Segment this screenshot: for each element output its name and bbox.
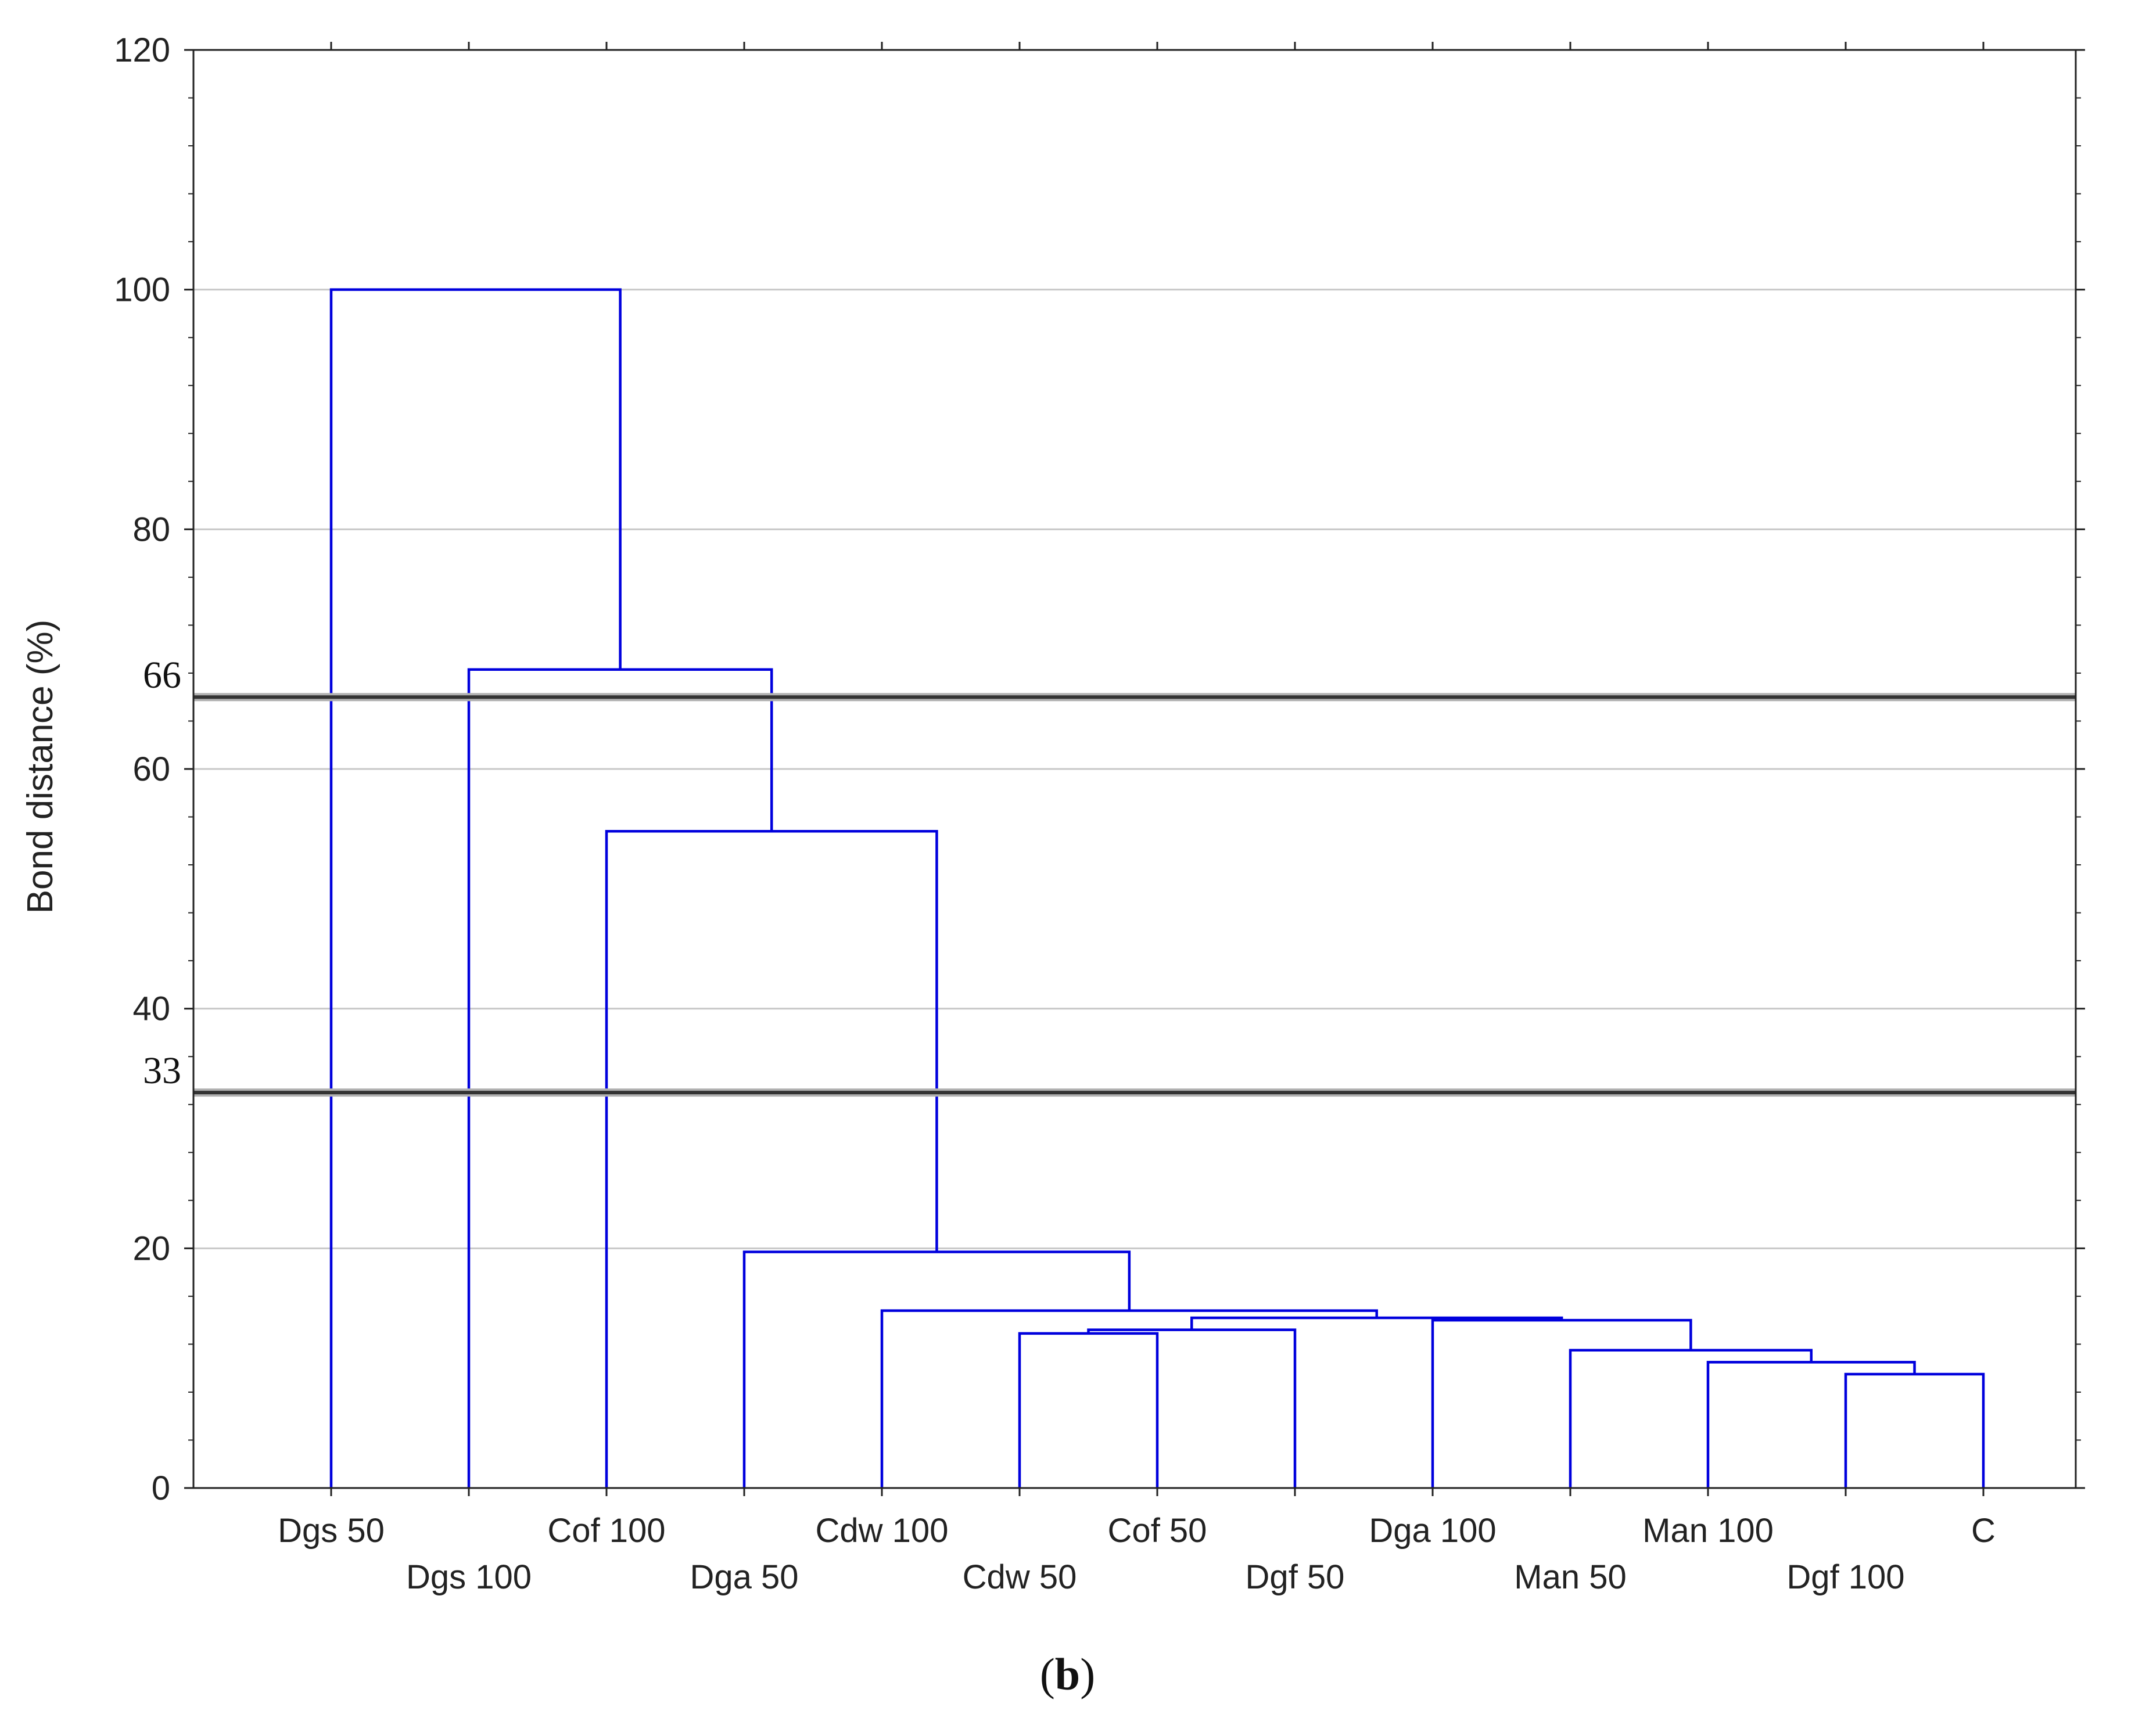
leaf-label-3: Dga 50 — [690, 1558, 798, 1596]
dendrogram-link-3 — [1569, 1349, 1813, 1488]
leaf-label-1: Dgs 100 — [406, 1558, 532, 1596]
dendrogram-link-2 — [1706, 1361, 1916, 1488]
y-tick-label-120: 120 — [114, 31, 170, 69]
leaf-label-9: Man 50 — [1514, 1558, 1626, 1596]
gridlines — [193, 289, 2076, 1249]
dendrogram-link-9 — [742, 1250, 1131, 1488]
y-axis-ticks: 0 20 40 60 80 100 120 — [114, 31, 2085, 1507]
dendrogram-link-6 — [1431, 1318, 1692, 1488]
leaf-labels: Dgs 50 Dgs 100 Cof 100 Dga 50 Cdw 100 Cdw 50 C… — [278, 1512, 1996, 1596]
dendrogram-link-12 — [329, 288, 622, 1488]
panel-label: (b) — [1039, 1649, 1096, 1699]
leaf-label-4: Cdw 100 — [816, 1512, 949, 1550]
dendrogram-link-8 — [880, 1309, 1378, 1488]
dendrogram-link-1 — [1844, 1372, 1985, 1488]
leaf-label-5: Cdw 50 — [963, 1558, 1077, 1596]
dendrogram-links — [329, 288, 1985, 1488]
leaf-label-2: Cof 100 — [547, 1512, 665, 1550]
dendrogram-link-7 — [1190, 1316, 1563, 1330]
leaf-label-8: Dga 100 — [1369, 1512, 1496, 1550]
y-tick-label-40: 40 — [132, 990, 170, 1028]
cut-line-label-66: 66 — [143, 654, 181, 696]
y-axis-title: Bond distance (%) — [20, 620, 60, 914]
dendrogram-link-11 — [467, 668, 773, 1488]
dendrogram-link-10 — [605, 830, 938, 1488]
leaf-label-11: Dgf 100 — [1786, 1558, 1904, 1596]
dendrogram-link-4 — [1018, 1332, 1159, 1488]
leaf-label-0: Dgs 50 — [278, 1512, 385, 1550]
y-tick-label-80: 80 — [132, 511, 170, 548]
dendrogram-link-5 — [1087, 1328, 1297, 1488]
cut-line-label-33: 33 — [143, 1049, 181, 1092]
leaf-label-7: Dgf 50 — [1246, 1558, 1345, 1596]
cut-lines: 66 33 — [143, 654, 2076, 1097]
leaf-label-10: Man 100 — [1642, 1512, 1774, 1550]
leaf-label-6: Cof 50 — [1108, 1512, 1207, 1550]
y-tick-label-0: 0 — [152, 1469, 170, 1507]
plot-frame — [192, 49, 2077, 1489]
y-tick-label-60: 60 — [132, 750, 170, 788]
y-tick-label-100: 100 — [114, 271, 170, 309]
y-tick-label-20: 20 — [132, 1230, 170, 1267]
leaf-label-12: C — [1971, 1512, 1996, 1550]
